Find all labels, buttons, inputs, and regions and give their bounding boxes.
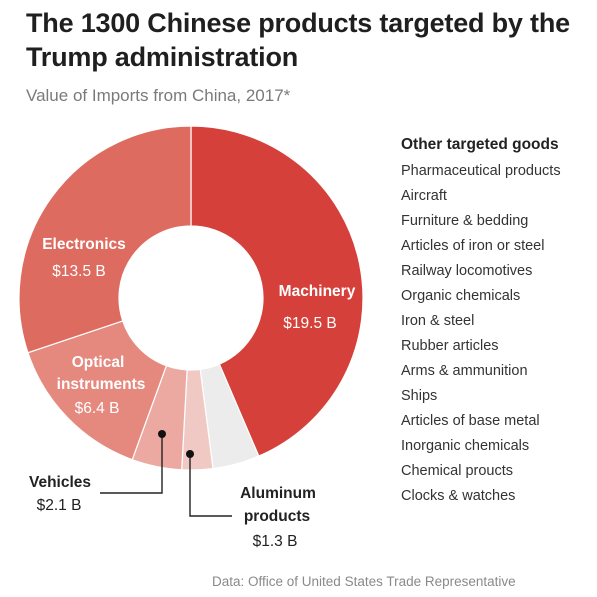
slice-label-electronics-value: $13.5 B [52, 263, 105, 280]
other-goods-list: Pharmaceutical products Aircraft Furniture… [401, 159, 596, 509]
other-goods-title: Other targeted goods [401, 136, 559, 153]
leader-dot-vehicles [158, 430, 166, 438]
slice-label-electronics-name: Electronics [42, 236, 126, 253]
source-note: Data: Office of United States Trade Repr… [212, 574, 516, 589]
slice-optical [27, 320, 168, 461]
slice-label-machinery-name: Machinery [279, 283, 356, 300]
leader-dot-aluminum [186, 450, 194, 458]
slice-label-vehicles-name: Vehicles [29, 474, 91, 491]
other-goods-item: Pharmaceutical products [401, 163, 561, 179]
slice-labels: Machinery $19.5 B Electronics $13.5 B Op… [29, 236, 356, 550]
leader-line-vehicles [100, 434, 163, 494]
slice-label-aluminum-name-line2: products [244, 508, 310, 525]
slice-label-machinery-value: $19.5 B [283, 315, 336, 332]
other-goods-item: Articles of iron or steel [401, 238, 545, 254]
slice-label-optical-name-line2: instruments [57, 376, 146, 393]
other-goods-item: Organic chemicals [401, 288, 521, 304]
slice-label-aluminum-value: $1.3 B [253, 533, 298, 550]
leader-lines [100, 430, 232, 517]
slice-label-optical-value: $6.4 B [75, 400, 120, 417]
slice-label-optical-name-line1: Optical [72, 354, 125, 371]
slice-label-aluminum-name-line1: Aluminum [240, 485, 316, 502]
chart-title: The 1300 Chinese products targeted by th… [26, 8, 570, 72]
other-goods-item: Iron & steel [401, 313, 475, 329]
chart-subtitle: Value of Imports from China, 2017* [26, 86, 291, 105]
other-goods-item: Inorganic chemicals [401, 438, 530, 454]
other-goods-item: Arms & ammunition [401, 363, 528, 379]
other-goods-item: Ships [401, 388, 438, 404]
slice-electronics [18, 125, 192, 354]
other-goods-item: Furniture & bedding [401, 213, 529, 229]
other-goods-item: Clocks & watches [401, 488, 516, 504]
slice-label-vehicles-value: $2.1 B [37, 497, 82, 514]
donut-slices [18, 125, 364, 471]
other-goods-item: Articles of base metal [401, 413, 540, 429]
slice-machinery [190, 125, 364, 457]
leader-line-aluminum [189, 454, 232, 517]
other-goods-legend: Other targeted goods Pharmaceutical prod… [401, 134, 596, 509]
other-goods-item: Aircraft [401, 188, 447, 204]
other-goods-item: Railway locomotives [401, 263, 533, 279]
other-goods-item: Chemical proucts [401, 463, 514, 479]
other-goods-item: Rubber articles [401, 338, 499, 354]
